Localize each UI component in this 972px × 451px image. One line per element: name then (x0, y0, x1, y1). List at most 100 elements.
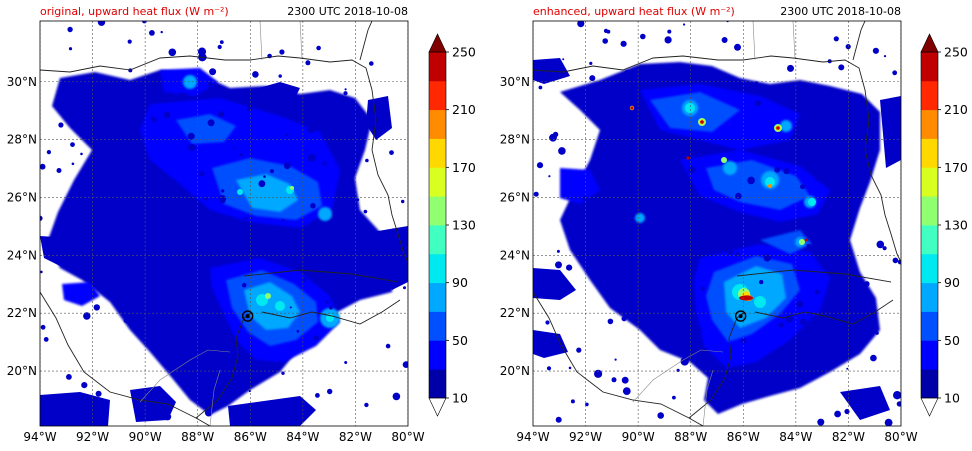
borders (139, 21, 303, 426)
convective-cell (735, 192, 742, 200)
convective-cell (188, 143, 196, 152)
colorbar-segment (921, 311, 938, 341)
convective-cell (573, 226, 579, 233)
colorbar-extend-max (920, 33, 939, 53)
convective-cell (536, 162, 544, 169)
convective-cell (80, 152, 83, 156)
storm-eyes (241, 310, 747, 322)
coastlines (40, 21, 408, 426)
convective-cell (205, 226, 214, 235)
convective-cell (389, 150, 394, 156)
convective-cell (131, 267, 137, 273)
convective-cell (542, 72, 548, 79)
colorbar: 10 50 90 130 170 210 250 (428, 33, 476, 417)
lat-tick-label: 20°N (500, 364, 530, 378)
convective-cell (305, 60, 311, 66)
convective-cell (40, 215, 43, 221)
convective-cell (89, 86, 92, 89)
convective-cell (870, 354, 877, 362)
convective-cell (200, 375, 207, 382)
convective-cell (218, 111, 225, 118)
convective-cell (209, 68, 217, 76)
convective-cell (385, 343, 391, 349)
colorbar-extend-min (920, 397, 939, 417)
convective-cell (392, 392, 401, 401)
convective-cell (594, 369, 603, 378)
convective-cell (607, 318, 614, 325)
convective-cell (589, 75, 596, 82)
convective-cell (624, 69, 631, 77)
convective-cell (327, 388, 333, 395)
convective-cell (840, 210, 845, 215)
convective-cell (54, 397, 63, 406)
convective-cell (690, 265, 697, 272)
lat-tick-label: 22°N (500, 306, 530, 320)
convective-cell (872, 47, 880, 54)
convective-cell (622, 387, 631, 395)
convective-cell (313, 335, 319, 341)
flux-level-skyblue (635, 100, 816, 328)
convective-cell (220, 197, 226, 204)
convective-cell (533, 191, 539, 197)
flux-scattered-cells (533, 21, 901, 426)
convective-cell (607, 298, 612, 303)
lon-tick-label: 92°W (76, 430, 109, 444)
convective-cell (755, 100, 762, 107)
colorbar-extend-max (428, 33, 447, 53)
convective-cell (180, 92, 187, 99)
panel-timestamp: 2300 UTC 2018-10-08 (287, 5, 408, 18)
convective-cell (149, 30, 155, 36)
convective-cell (830, 231, 838, 240)
convective-cell (48, 236, 53, 241)
convective-cell (403, 286, 406, 290)
convective-cell (233, 147, 236, 150)
colorbar-segment (429, 253, 446, 284)
lon-tick-label: 94°W (23, 430, 56, 444)
map-frame (532, 20, 902, 427)
convective-cell (77, 212, 83, 217)
convective-cell (278, 74, 282, 78)
convective-cell (121, 137, 129, 145)
colorbar-segment (429, 369, 446, 399)
convective-cell (768, 219, 773, 224)
convective-cell (611, 377, 617, 383)
convective-cell (281, 371, 285, 375)
convective-cell (312, 277, 318, 284)
convective-cell (106, 188, 113, 194)
colorbars: 10 50 90 130 170 210 250 10 50 90 130 170 210 250 (428, 33, 968, 417)
convective-cell (239, 153, 243, 157)
convective-cell (816, 360, 825, 369)
convective-cell (656, 201, 663, 208)
convective-cell (310, 231, 317, 238)
colorbar-segment (429, 225, 446, 255)
convective-cell (800, 184, 806, 190)
convective-cell (219, 40, 224, 44)
convective-cell (876, 240, 885, 249)
colorbar-segment (429, 196, 446, 226)
convective-cell (806, 243, 811, 248)
convective-cell (83, 312, 91, 320)
convective-cell (605, 98, 609, 103)
convective-cell (799, 318, 807, 326)
convective-cell (164, 413, 172, 421)
convective-cell (208, 370, 211, 373)
convective-cell (328, 305, 333, 310)
lat-tick-label: 26°N (7, 190, 37, 204)
lat-tick-label: 30°N (7, 75, 37, 89)
convective-cell (787, 64, 794, 72)
panel-original: original, upward heat flux (W m⁻²) 2300 … (7, 5, 425, 444)
convective-cell (884, 418, 893, 426)
convective-cell (862, 336, 865, 339)
convective-cell (834, 410, 841, 418)
colorbar-segment (921, 340, 938, 370)
convective-cell (70, 104, 74, 108)
convective-cell (721, 37, 728, 43)
convective-cell (283, 406, 291, 414)
convective-cell (279, 49, 285, 55)
convective-cell (43, 337, 49, 342)
convective-cell (548, 175, 551, 178)
map-frame (39, 20, 409, 427)
colorbar-tick-label: 170 (944, 160, 968, 175)
convective-cell (822, 226, 829, 233)
colorbar-segment (921, 80, 938, 111)
